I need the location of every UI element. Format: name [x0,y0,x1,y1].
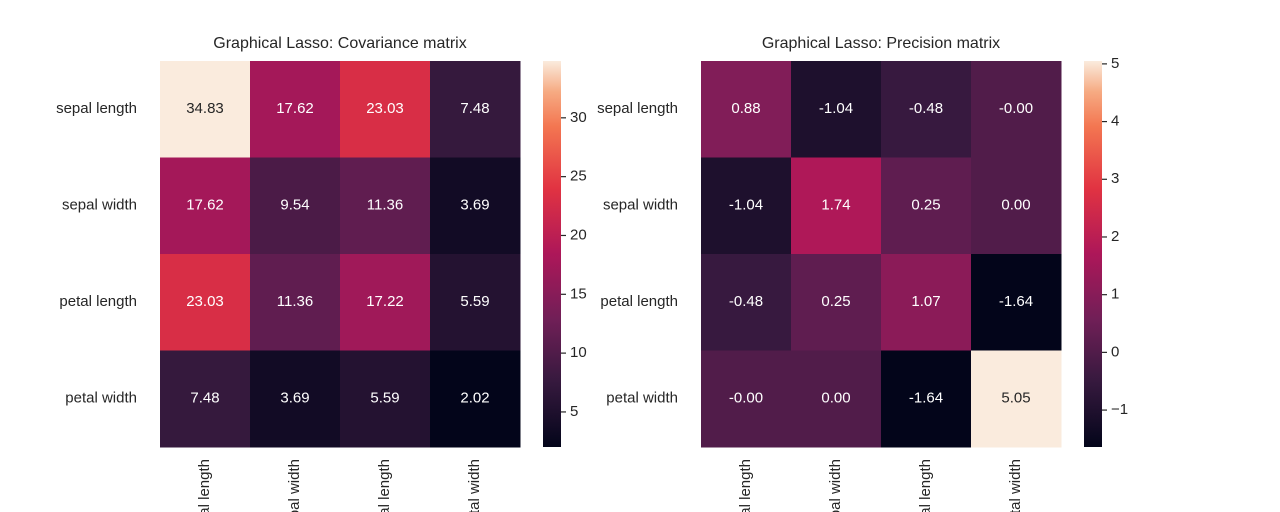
heatmap-cell [701,350,792,448]
x-tick-label: sepal length [737,459,754,512]
cell-label: 23.03 [366,100,404,117]
y-tick-label: sepal length [597,100,678,117]
heatmap-cell [340,350,431,448]
y-tick-label: petal width [65,390,137,407]
heatmap-cell [881,350,972,448]
heatmap-cell [430,254,521,351]
y-tick-label: sepal width [603,197,678,214]
heatmap-cell [160,254,251,351]
cell-label: 5.59 [370,390,399,407]
cell-label: -1.04 [819,100,853,117]
cell-label: 17.62 [276,100,314,117]
cell-label: 0.88 [731,100,760,117]
cell-label: 1.74 [821,197,850,214]
heatmap-cell [971,350,1062,448]
cell-label: 7.48 [460,100,489,117]
heatmap-cell [701,254,792,351]
cell-label: 17.22 [366,293,404,310]
x-tick-label: petal length [376,459,393,512]
heatmap-cell [430,157,521,255]
colorbar [1084,61,1102,447]
cell-label: 0.00 [821,390,850,407]
x-tick-label: petal width [466,459,483,512]
cell-label: -0.48 [909,100,943,117]
cell-label: 0.25 [911,197,940,214]
colorbar-tick-label: −1 [1111,401,1128,418]
y-tick-label: petal length [600,293,678,310]
cell-label: -0.48 [729,293,763,310]
colorbar-tick-label: 1 [1111,286,1119,303]
heatmap-cell [250,61,341,158]
colorbar-tick-label: 0 [1111,343,1119,360]
heatmap-cell [701,61,792,158]
x-tick-label: petal width [1007,459,1024,512]
heatmap-cell [340,157,431,255]
heatmap-cell [701,157,792,255]
cell-label: 11.36 [277,293,313,310]
cell-label: 5.59 [460,293,489,310]
heatmap-cell [160,350,251,448]
heatmap-cell [340,254,431,351]
heatmap-cell [881,61,972,158]
colorbar-tick-label: 25 [570,168,587,185]
colorbar-tick-label: 10 [570,344,587,361]
x-tick-label: sepal width [827,459,844,512]
colorbar-tick-label: 2 [1111,228,1119,245]
cell-label: -1.64 [999,293,1033,310]
colorbar-tick-label: 4 [1111,113,1119,130]
cell-label: -1.04 [729,197,763,214]
y-tick-label: petal length [59,293,137,310]
heatmap-cell [250,157,341,255]
cell-label: 23.03 [186,293,224,310]
cell-label: 1.07 [911,293,940,310]
heatmap-cell [971,157,1062,255]
x-tick-label: sepal length [196,459,213,512]
colorbar-tick-label: 30 [570,109,587,126]
colorbar-tick-label: 5 [570,403,578,420]
colorbar [543,61,561,447]
cell-label: 17.62 [186,197,224,214]
cell-label: 11.36 [367,197,403,214]
colorbar-tick-label: 5 [1111,55,1119,72]
colorbar-tick-label: 20 [570,226,587,243]
cell-label: 5.05 [1001,390,1030,407]
chart-title: Graphical Lasso: Precision matrix [762,35,1000,52]
heatmap-cell [971,254,1062,351]
cell-label: 0.00 [1001,197,1030,214]
heatmap-cell [160,157,251,255]
x-tick-label: sepal width [286,459,303,512]
heatmap-cell [340,61,431,158]
heatmap-cell [791,157,882,255]
cell-label: 7.48 [190,390,219,407]
heatmap-cell [881,157,972,255]
cell-label: 0.25 [821,293,850,310]
cell-label: 2.02 [460,390,489,407]
y-tick-label: petal width [606,390,678,407]
heatmap-cell [971,61,1062,158]
heatmap-cell [791,254,882,351]
cell-label: 3.69 [280,390,309,407]
heatmap-cell [791,350,882,448]
heatmap-cell [791,61,882,158]
y-tick-label: sepal width [62,197,137,214]
heatmap-cell [881,254,972,351]
cell-label: -0.00 [999,100,1033,117]
cell-label: 9.54 [280,197,309,214]
colorbar-tick-label: 15 [570,285,587,302]
y-tick-label: sepal length [56,100,137,117]
heatmap-cell [250,350,341,448]
x-tick-label: petal length [917,459,934,512]
heatmap-cell [430,350,521,448]
cell-label: -1.64 [909,390,943,407]
heatmap-cell [430,61,521,158]
heatmap-cell [250,254,341,351]
colorbar-tick-label: 3 [1111,170,1119,187]
cell-label: 34.83 [186,100,224,117]
heatmap-cell [160,61,251,158]
cell-label: 3.69 [460,197,489,214]
chart-title: Graphical Lasso: Covariance matrix [213,35,466,52]
cell-label: -0.00 [729,390,763,407]
